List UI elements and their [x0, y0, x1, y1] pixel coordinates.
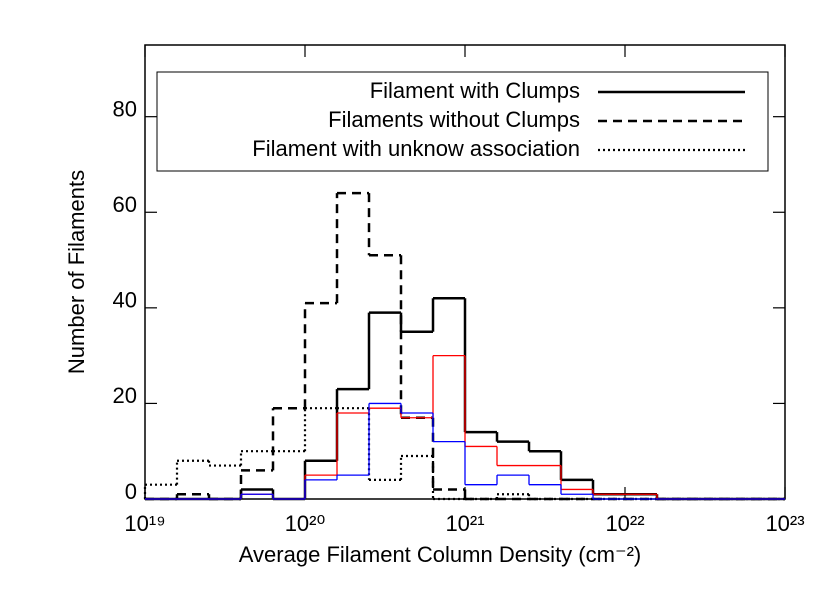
x-tick-label: 10²² — [605, 511, 644, 536]
legend-label: Filament with unknow association — [252, 136, 580, 161]
x-tick-label: 10¹⁹ — [124, 511, 165, 536]
histogram-series — [145, 402, 785, 500]
legend-label: Filament with Clumps — [370, 78, 580, 103]
y-tick-label: 80 — [113, 96, 137, 121]
legend-label: Filaments without Clumps — [328, 107, 580, 132]
y-axis-label: Number of Filaments — [64, 170, 89, 374]
x-axis-label: Average Filament Column Density (cm⁻²) — [239, 542, 641, 567]
x-tick-label: 10²³ — [765, 511, 804, 536]
x-tick-label: 10²⁰ — [285, 511, 326, 536]
x-tick-label: 10²¹ — [445, 511, 484, 536]
y-tick-label: 0 — [125, 479, 137, 504]
y-tick-label: 20 — [113, 383, 137, 408]
y-tick-label: 40 — [113, 288, 137, 313]
y-tick-label: 60 — [113, 192, 137, 217]
